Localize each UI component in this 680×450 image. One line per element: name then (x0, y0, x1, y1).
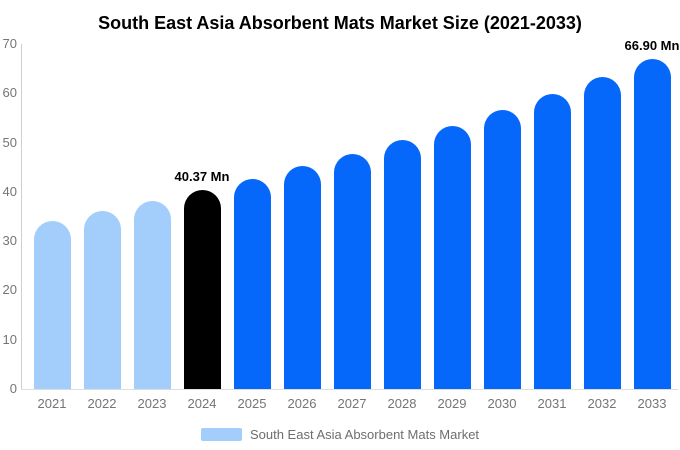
y-tick-label-70: 70 (2, 36, 17, 51)
x-tick-label-2032: 2032 (587, 396, 617, 411)
bar-2030[interactable] (483, 110, 521, 389)
x-tick-label-2024: 2024 (187, 396, 217, 411)
bar-2025[interactable] (233, 178, 271, 389)
bar-2022[interactable] (83, 211, 121, 389)
bar-2033[interactable] (633, 59, 671, 389)
x-tick-label-2023: 2023 (137, 396, 167, 411)
legend-swatch (200, 428, 242, 441)
y-tick-label-0: 0 (9, 381, 17, 396)
bar-2027[interactable] (333, 153, 371, 389)
x-tick-label-2025: 2025 (237, 396, 267, 411)
x-tick-label-2022: 2022 (87, 396, 117, 411)
y-tick-label-50: 50 (2, 134, 17, 150)
bar-2029[interactable] (433, 125, 471, 389)
y-tick-label-40: 40 (2, 183, 17, 199)
x-tick-label-2033: 2033 (637, 396, 667, 411)
data-label-2033: 66.90 Mn (624, 38, 680, 54)
bar-2032[interactable] (583, 77, 621, 389)
bar-2031[interactable] (533, 94, 571, 389)
x-tick-label-2031: 2031 (537, 396, 567, 411)
legend-item[interactable]: South East Asia Absorbent Mats Market (0, 426, 680, 443)
x-tick-label-2028: 2028 (387, 396, 417, 411)
x-tick-label-2021: 2021 (37, 396, 67, 411)
bar-2028[interactable] (383, 140, 421, 389)
bar-2021[interactable] (33, 220, 71, 389)
bar-2026[interactable] (283, 166, 321, 389)
legend-label: South East Asia Absorbent Mats Market (249, 427, 480, 442)
x-tick-label-2027: 2027 (337, 396, 367, 411)
x-tick-label-2030: 2030 (487, 396, 517, 411)
y-tick-label-20: 20 (2, 282, 17, 298)
y-tick-label-10: 10 (2, 331, 17, 347)
y-tick-label-60: 60 (2, 85, 17, 101)
bar-2023[interactable] (133, 200, 171, 389)
x-tick-label-2029: 2029 (437, 396, 467, 411)
y-axis-line (21, 44, 22, 389)
chart-title: South East Asia Absorbent Mats Market Si… (98, 13, 582, 33)
x-axis-line (21, 389, 678, 390)
y-tick-label-30: 30 (2, 233, 17, 249)
bar-2024[interactable] (183, 190, 221, 389)
x-tick-label-2026: 2026 (287, 396, 317, 411)
data-label-2024: 40.37 Mn (174, 169, 230, 185)
